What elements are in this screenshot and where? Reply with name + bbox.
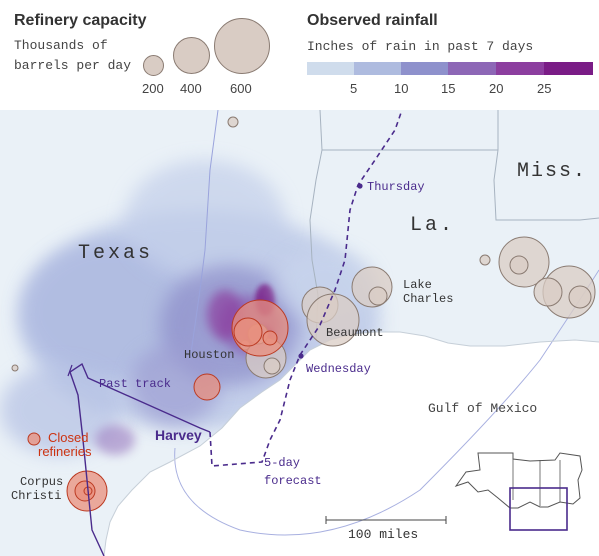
mississippi-label: Miss. <box>517 160 587 183</box>
capacity-legend-circle-600 <box>214 18 270 74</box>
capacity-legend-subtitle-2: barrels per day <box>14 58 132 73</box>
beaumont-label: Beaumont <box>326 326 384 340</box>
inset-us-south-outline <box>454 452 583 509</box>
map[interactable]: Texas La. Miss. Gulf of Mexico Houston B… <box>0 110 599 556</box>
harvey-forecast-track <box>209 110 403 467</box>
wednesday-label: Wednesday <box>306 362 371 376</box>
refinery-marker <box>533 277 563 307</box>
scale-bar: 100 miles <box>325 516 447 542</box>
legend: Refinery capacity Thousands of barrels p… <box>0 0 599 110</box>
rainfall-legend-subtitle: Inches of rain in past 7 days <box>307 39 534 54</box>
capacity-legend-circle-400 <box>173 37 210 74</box>
rain-ramp-0 <box>307 62 354 75</box>
capacity-tick-200: 200 <box>142 81 164 96</box>
refineries-closed <box>27 299 289 512</box>
rain-ramp-4 <box>496 62 544 75</box>
refinery-marker <box>479 254 491 266</box>
coastline <box>103 331 599 556</box>
refinery-marker <box>263 357 281 375</box>
rain-ramp-5 <box>544 62 593 75</box>
forecast-cone-line <box>174 269 599 536</box>
houston-label: Houston <box>184 348 234 362</box>
capacity-legend-circle-200 <box>143 55 164 76</box>
refinery-marker <box>227 116 239 128</box>
corpus-christi-label-1: Corpus <box>20 475 63 489</box>
closed-refinery-marker <box>262 330 278 346</box>
rain-ramp-2 <box>401 62 448 75</box>
refinery-marker <box>509 255 529 275</box>
capacity-tick-400: 400 <box>180 81 202 96</box>
rain-ramp-3 <box>448 62 496 75</box>
rain-tick-20: 20 <box>489 81 504 96</box>
louisiana-label: La. <box>410 214 455 237</box>
harvey-past-track <box>69 362 211 556</box>
refinery-marker <box>368 286 388 306</box>
thursday-label: Thursday <box>367 180 425 194</box>
corpus-christi-label-2: Christi <box>11 489 61 503</box>
closed-refineries-label-1: Closed <box>48 430 88 445</box>
wednesday-point <box>298 353 304 359</box>
rainfall-legend-title: Observed rainfall <box>307 12 438 29</box>
capacity-tick-600: 600 <box>230 81 252 96</box>
inset-focus-box <box>509 487 568 531</box>
refinery-marker <box>568 285 592 309</box>
forecast-label-2: forecast <box>264 474 322 488</box>
thursday-point <box>357 183 363 189</box>
closed-refineries-label-2: refineries <box>38 444 92 459</box>
capacity-legend-title: Refinery capacity <box>14 12 147 29</box>
refinery-marker <box>306 293 360 347</box>
texas-label: Texas <box>78 242 153 265</box>
rain-tick-5: 5 <box>350 81 358 96</box>
closed-refinery-marker <box>27 432 41 446</box>
past-track-outer-line <box>189 110 219 361</box>
lake-charles-label-1: Lake <box>403 278 432 292</box>
lake-charles-label-2: Charles <box>403 292 453 306</box>
forecast-label-1: 5-day <box>264 456 300 470</box>
refinery-marker <box>11 364 19 372</box>
inset-locator-map <box>454 452 583 531</box>
scale-bar-label: 100 miles <box>348 527 418 542</box>
rain-tick-15: 15 <box>441 81 456 96</box>
rain-tick-25: 25 <box>537 81 552 96</box>
rain-tick-10: 10 <box>394 81 409 96</box>
harvey-past-track-arrow <box>67 364 73 377</box>
capacity-legend-subtitle-1: Thousands of <box>14 38 108 53</box>
past-track-label: Past track <box>99 377 171 391</box>
rain-ramp-1 <box>354 62 401 75</box>
mississippi-border <box>493 110 599 221</box>
closed-refinery-marker <box>193 373 221 401</box>
harvey-label: Harvey <box>155 427 202 443</box>
gulf-of-mexico-label: Gulf of Mexico <box>428 401 537 416</box>
closed-refinery-marker <box>233 317 263 347</box>
